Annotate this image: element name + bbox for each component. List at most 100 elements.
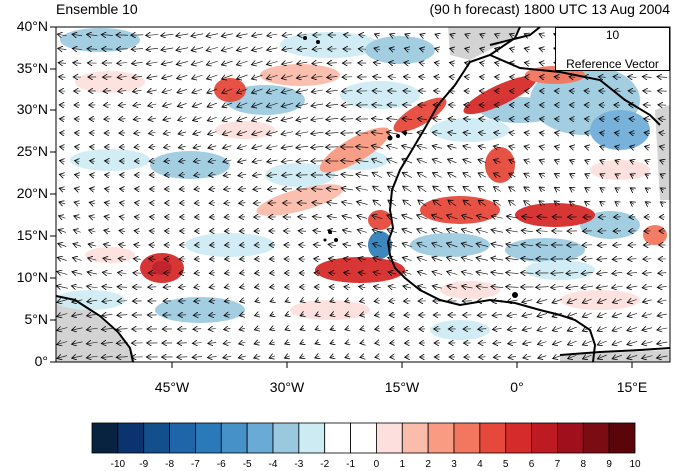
- wind-vector-arrow: [463, 186, 472, 192]
- wind-vector-arrow: [417, 229, 428, 233]
- wind-vector-arrow: [390, 357, 394, 358]
- wind-vector-arrow: [582, 313, 592, 317]
- wind-vector-arrow: [629, 133, 635, 134]
- wind-vector-arrow: [252, 174, 262, 175]
- wind-vector-arrow: [432, 215, 443, 219]
- wind-vector-arrow: [57, 356, 68, 359]
- wind-vector-arrow: [552, 327, 562, 330]
- wind-vector-arrow: [374, 48, 381, 50]
- wind-vector-arrow: [74, 202, 81, 204]
- wind-vector-arrow: [461, 215, 473, 219]
- wind-vector-arrow: [89, 230, 96, 232]
- wind-vector-arrow: [101, 356, 113, 357]
- wind-vector-arrow: [448, 119, 457, 120]
- wind-vector-arrow: [645, 160, 649, 162]
- wind-vector-arrow: [509, 173, 516, 177]
- wind-vector-arrow: [432, 159, 442, 163]
- wind-vector-arrow: [493, 173, 501, 177]
- wind-vector-arrow: [57, 342, 68, 345]
- wind-vector-arrow: [282, 34, 292, 35]
- wind-vector-arrow: [102, 286, 113, 287]
- wind-vector-arrow: [447, 243, 458, 247]
- colorbar-tick-label: -10: [110, 459, 126, 470]
- wind-vector-arrow: [612, 327, 623, 331]
- wind-vector-arrow: [296, 146, 309, 148]
- wind-vector-arrow: [251, 89, 263, 93]
- colorbar-tick-label: 9: [606, 459, 612, 470]
- wind-vector-arrow: [326, 118, 339, 119]
- wind-vector-arrow: [238, 189, 246, 190]
- wind-vector-arrow: [461, 243, 473, 247]
- wind-vector-arrow: [209, 273, 215, 274]
- wind-vector-arrow: [524, 48, 530, 50]
- wind-vector-arrow: [373, 258, 382, 261]
- wind-vector-arrow: [103, 244, 111, 246]
- wind-vector-arrow: [297, 35, 307, 36]
- wind-vector-arrow: [402, 229, 413, 233]
- wind-vector-arrow: [237, 146, 247, 149]
- colorbar-tick-label: -3: [294, 459, 304, 470]
- wind-vector-arrow: [508, 356, 516, 357]
- wind-vector-arrow: [163, 132, 171, 134]
- wind-vector-arrow: [193, 132, 202, 135]
- wind-vector-arrow: [192, 75, 203, 79]
- wind-vector-arrow: [329, 273, 336, 274]
- wind-vector-arrow: [524, 146, 531, 148]
- wind-vector-arrow: [209, 189, 216, 190]
- wind-vector-arrow: [72, 48, 82, 49]
- wind-vector-arrow: [521, 258, 534, 259]
- colorbar-tick-label: 4: [477, 459, 483, 470]
- wind-vector-arrow: [120, 189, 125, 190]
- colorbar-tick-label: -4: [268, 459, 278, 470]
- wind-vector-arrow: [537, 328, 547, 331]
- wind-vector-arrow: [493, 160, 501, 163]
- wind-vector-arrow: [117, 315, 128, 316]
- wind-vector-arrow: [251, 75, 263, 79]
- wind-vector-arrow: [506, 258, 519, 260]
- wind-vector-arrow: [223, 174, 231, 175]
- wind-vector-arrow: [118, 273, 127, 274]
- wind-vector-arrow: [495, 63, 500, 64]
- wind-vector-arrow: [74, 174, 79, 175]
- wind-vector-arrow: [285, 342, 290, 344]
- wind-vector-arrow: [585, 201, 590, 204]
- wind-vector-arrow: [387, 119, 398, 120]
- wind-vector-arrow: [87, 300, 98, 302]
- wind-vector-arrow: [342, 230, 352, 232]
- wind-vector-arrow: [567, 341, 577, 345]
- wind-vector-arrow: [72, 314, 83, 316]
- wind-vector-arrow: [177, 103, 187, 106]
- wind-vector-arrow: [328, 244, 337, 245]
- wind-vector-arrow: [551, 273, 564, 274]
- wind-vector-arrow: [432, 132, 442, 134]
- wind-vector-arrow: [208, 160, 216, 162]
- colorbar-tick-label: 5: [502, 459, 509, 470]
- wind-vector-arrow: [372, 215, 383, 218]
- wind-vector-arrow: [642, 300, 652, 302]
- wind-vector-arrow: [657, 328, 668, 330]
- wind-vector-arrow: [345, 356, 349, 357]
- colorbar-tick-label: -7: [190, 459, 200, 470]
- wind-vector-arrow: [491, 230, 503, 233]
- wind-vector-arrow: [358, 244, 367, 246]
- wind-vector-arrow: [447, 146, 457, 148]
- wind-vector-arrow: [58, 48, 67, 49]
- wind-vector-arrow: [208, 342, 217, 343]
- wind-vector-arrow: [434, 63, 439, 64]
- wind-vector-arrow: [628, 259, 637, 260]
- wind-vector-arrow: [642, 77, 652, 78]
- wind-vector-arrow: [615, 202, 619, 205]
- wind-vector-arrow: [658, 119, 666, 120]
- wind-vector-arrow: [72, 258, 82, 261]
- wind-vector-arrow: [569, 201, 574, 205]
- wind-vector-arrow: [343, 244, 352, 246]
- wind-vector-arrow: [87, 286, 98, 288]
- wind-vector-arrow: [554, 174, 559, 177]
- wind-vector-arrow: [570, 146, 575, 147]
- wind-vector-arrow: [538, 356, 547, 359]
- colorbar-tick-label: -6: [216, 459, 226, 470]
- wind-vector-arrow: [341, 188, 353, 190]
- wind-vector-arrow: [327, 202, 338, 204]
- wind-vector-arrow: [432, 173, 442, 178]
- wind-vector-arrow: [311, 146, 324, 147]
